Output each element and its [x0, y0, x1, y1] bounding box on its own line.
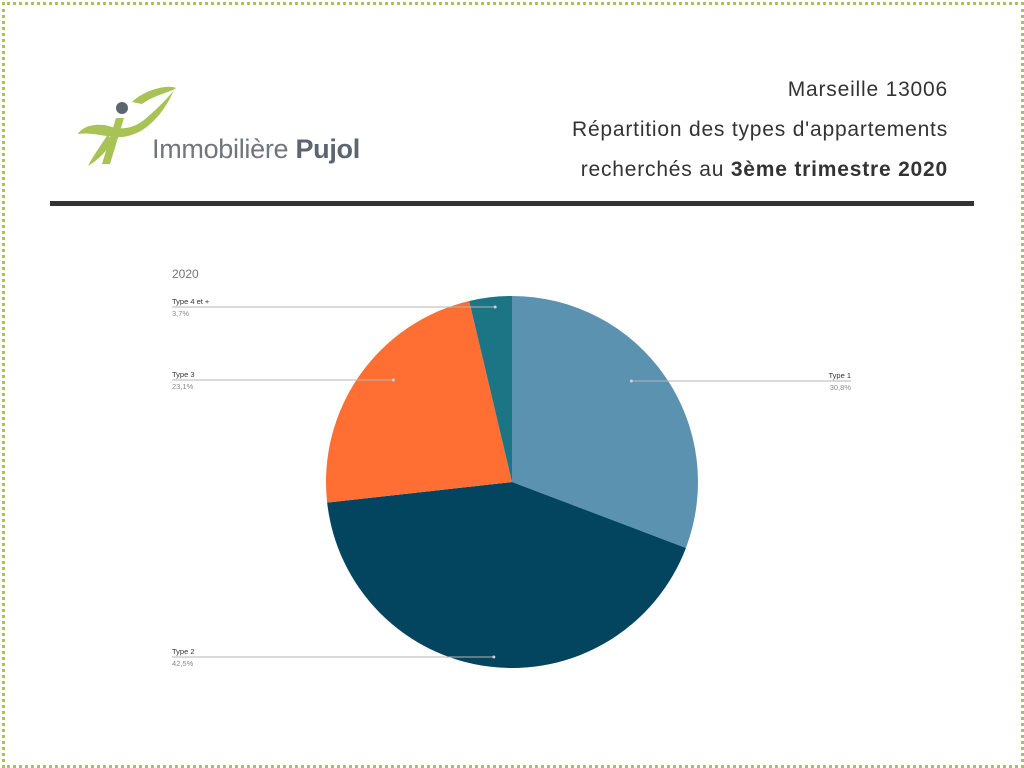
- brand-name: Immobilière Pujol: [152, 134, 360, 164]
- pie-slice-type-4-et: [469, 296, 512, 482]
- header-divider: [50, 201, 974, 206]
- pie-slice-type-2: [327, 482, 686, 668]
- header-subtitle: Répartition des types d'appartements: [571, 118, 948, 141]
- logo-icon: [78, 86, 176, 166]
- slice-name-label: Type 3: [172, 370, 195, 379]
- leader-dot: [391, 378, 395, 382]
- header-text: Marseille 13006 Répartition des types d'…: [572, 76, 948, 196]
- slice-name-label: Type 2: [172, 647, 195, 656]
- slice-percent-label: 23,1%: [172, 382, 194, 391]
- chart-title: 2020: [172, 267, 199, 281]
- slice-percent-label: 42,5%: [172, 659, 194, 668]
- slice-percent-label: 30,8%: [830, 383, 852, 392]
- header-location: Marseille 13006: [787, 78, 948, 101]
- slice-name-label: Type 4 et +: [172, 297, 210, 306]
- header-period: recherchés au 3ème trimestre 2020: [580, 158, 948, 181]
- leader-dot: [493, 305, 497, 309]
- slice-percent-label: 3,7%: [172, 309, 189, 318]
- pie-slice-type-3: [326, 300, 512, 503]
- pie-slice-type-1: [512, 296, 698, 548]
- leader-dot: [629, 379, 633, 383]
- slice-name-label: Type 1: [828, 371, 851, 380]
- leader-dot: [492, 655, 496, 659]
